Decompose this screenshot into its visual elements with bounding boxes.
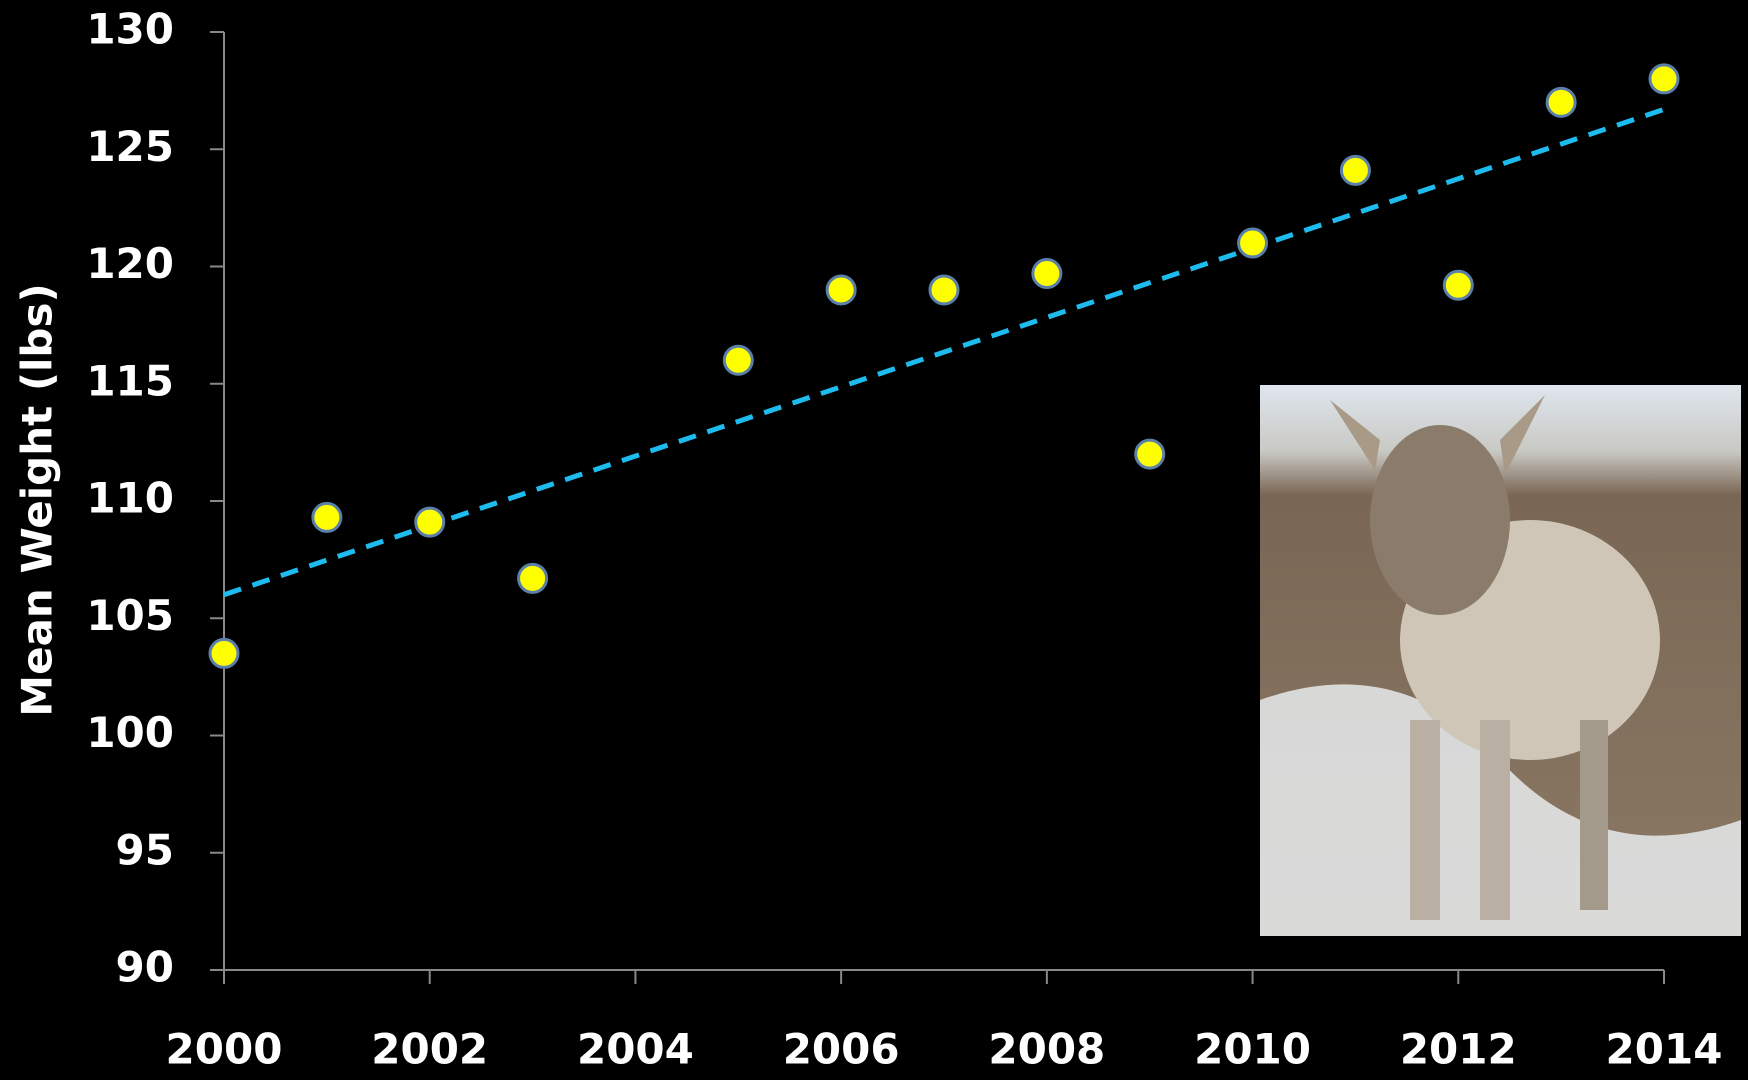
data-point <box>722 344 754 376</box>
y-tick-label: 130 <box>86 5 174 54</box>
y-tick-label: 120 <box>86 239 174 288</box>
x-tick-label: 2006 <box>783 1025 900 1074</box>
y-tick-label: 105 <box>86 591 174 640</box>
x-tick-label: 2012 <box>1400 1025 1517 1074</box>
x-tick-label: 2004 <box>577 1025 694 1074</box>
x-tick-label: 2010 <box>1194 1025 1311 1074</box>
data-point <box>1545 86 1577 118</box>
data-point <box>1339 154 1371 186</box>
data-point <box>208 637 240 669</box>
y-tick-label: 125 <box>86 122 174 171</box>
x-tick-label: 2000 <box>166 1025 283 1074</box>
x-tick-label: 2002 <box>371 1025 488 1074</box>
data-point <box>825 274 857 306</box>
x-tick-label: 2008 <box>988 1025 1105 1074</box>
data-point <box>517 562 549 594</box>
data-point <box>1648 63 1680 95</box>
data-point <box>1442 269 1474 301</box>
data-point <box>311 501 343 533</box>
x-tick-label: 2014 <box>1606 1025 1723 1074</box>
y-tick-label: 95 <box>116 825 174 874</box>
photo <box>1260 385 1741 936</box>
data-point <box>1134 438 1166 470</box>
data-point <box>414 506 446 538</box>
data-point <box>1031 258 1063 290</box>
y-tick-label: 100 <box>86 708 174 757</box>
trendline <box>223 107 1665 598</box>
y-tick-label: 115 <box>86 356 174 405</box>
data-point <box>928 274 960 306</box>
data-point <box>1237 227 1269 259</box>
y-tick-label: 90 <box>116 943 174 992</box>
y-tick-label: 110 <box>86 474 174 523</box>
y-axis-label: Mean Weight (lbs) <box>13 283 62 716</box>
